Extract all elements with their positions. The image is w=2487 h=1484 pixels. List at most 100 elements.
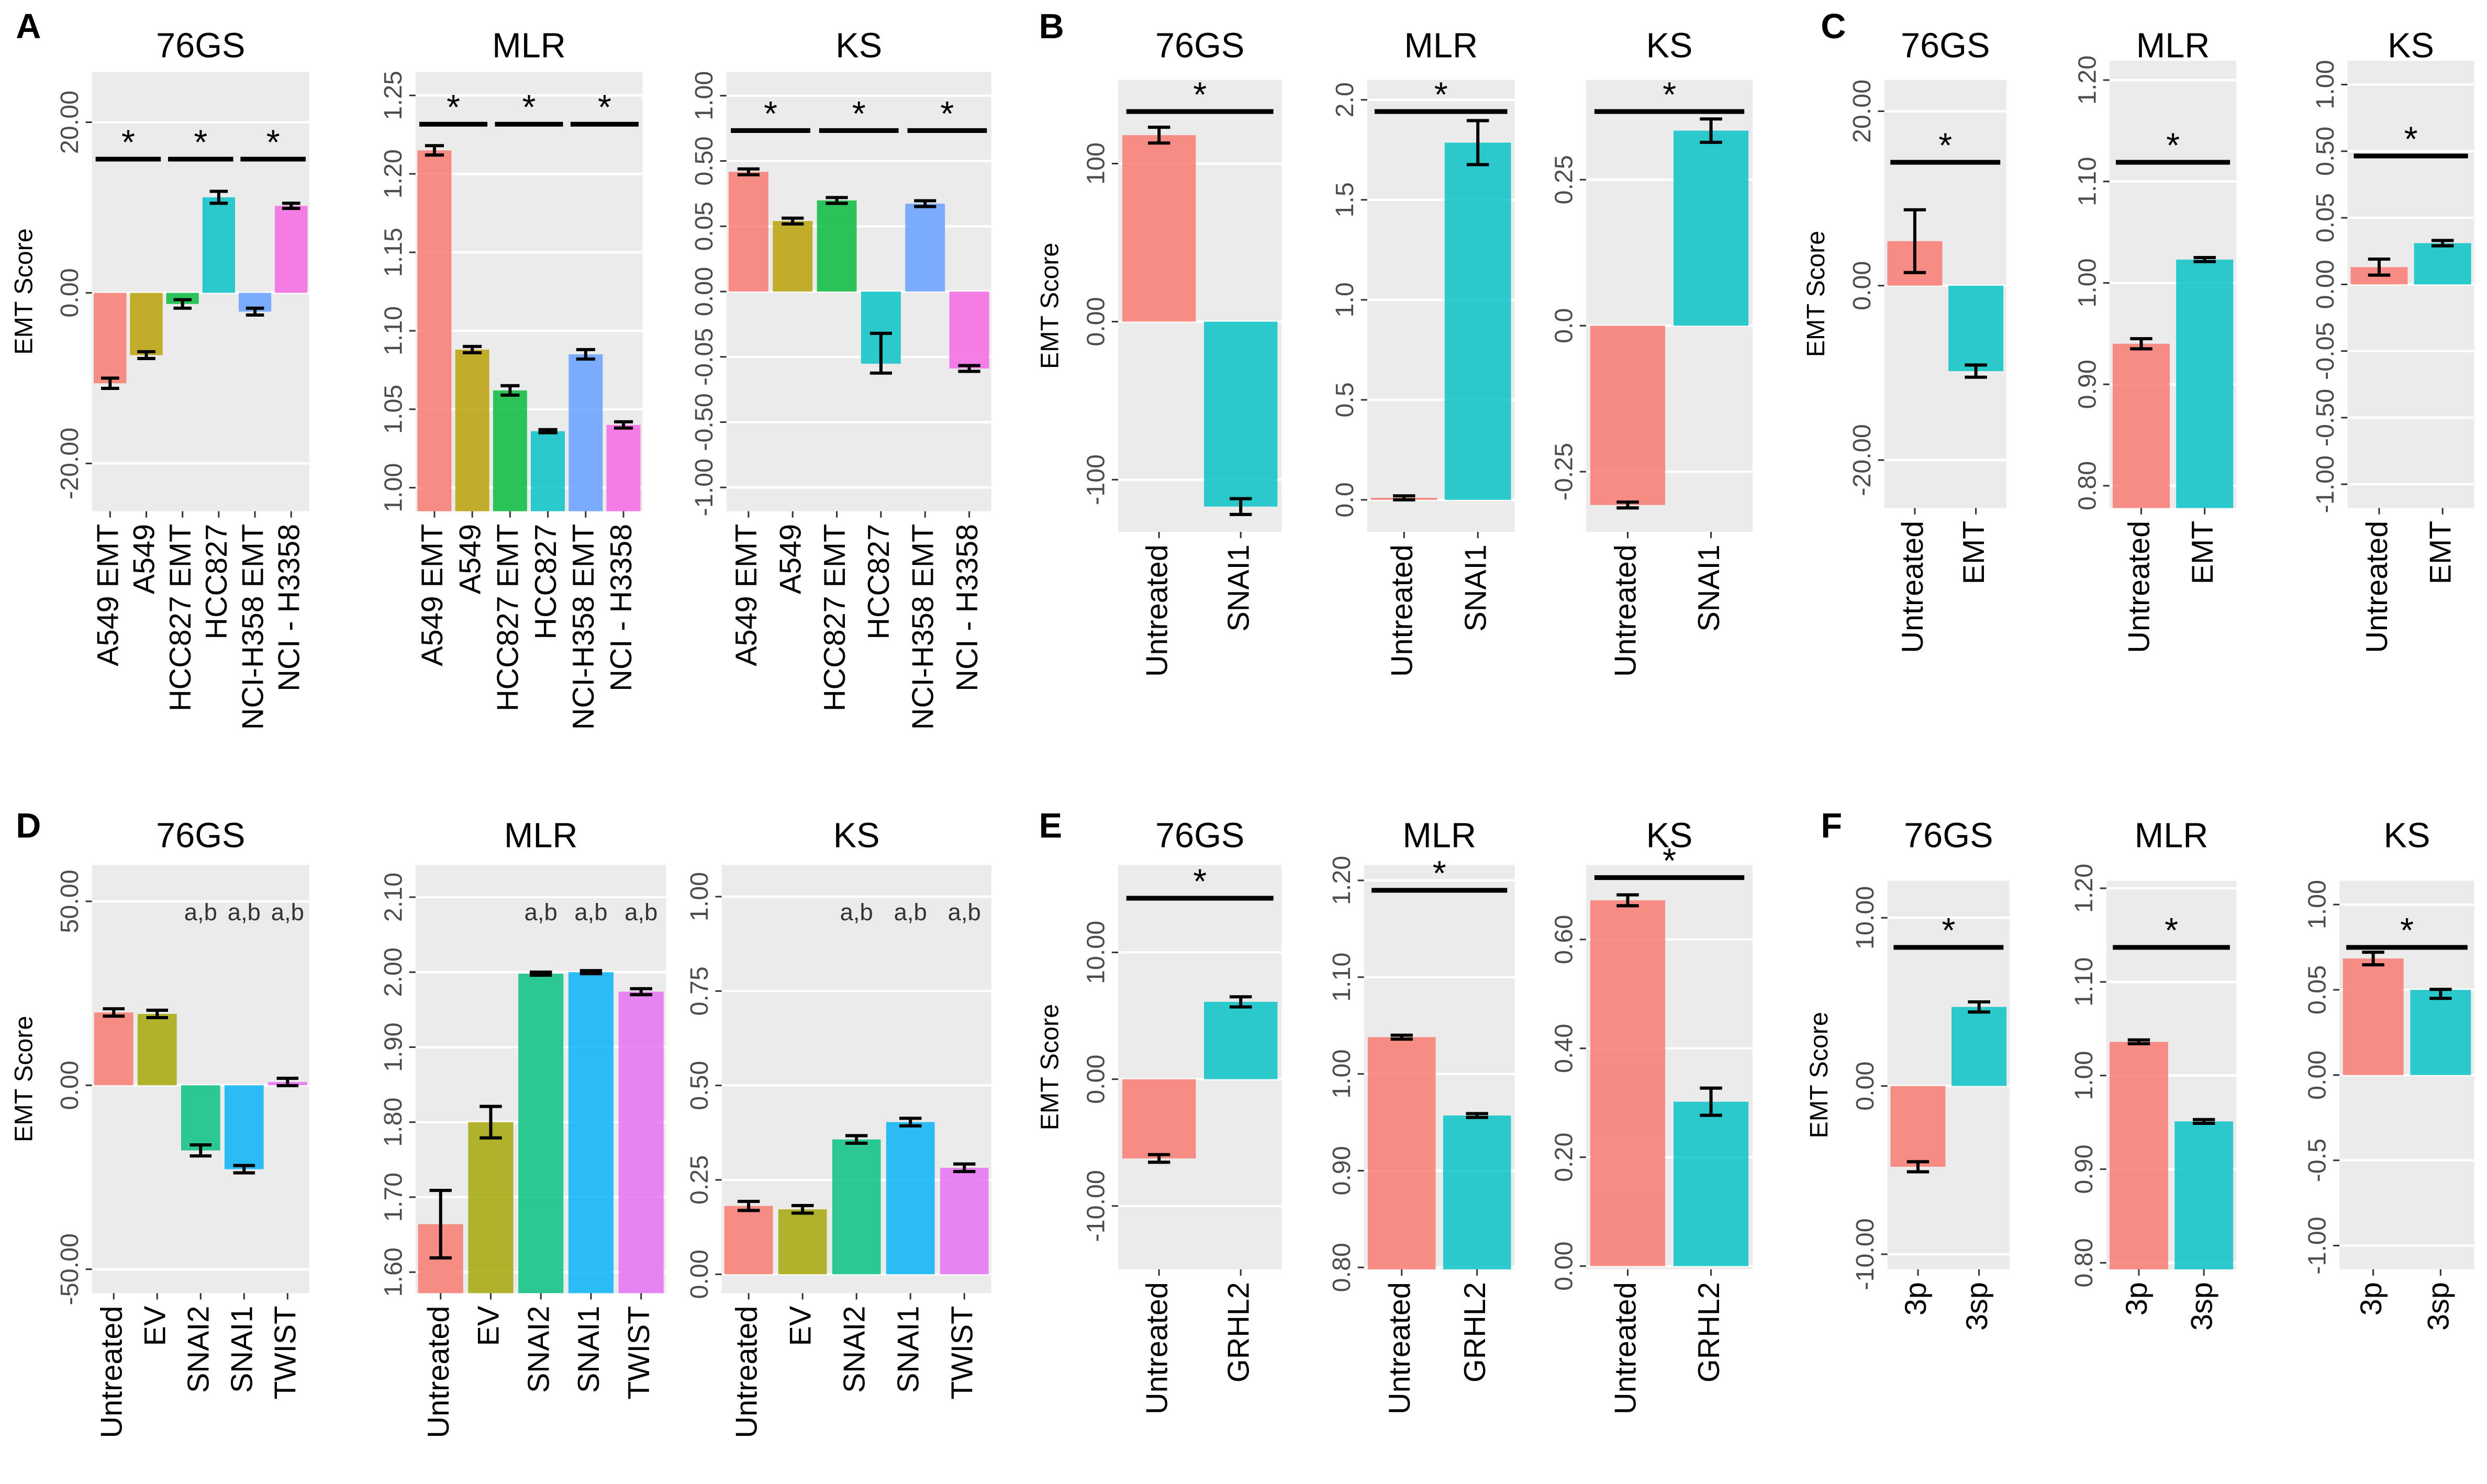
bar: [886, 1122, 935, 1275]
bar: [2174, 1121, 2234, 1269]
annotation: a,b: [184, 899, 217, 925]
x-tick-label: GRHL2: [1222, 1282, 1255, 1382]
bar: [817, 200, 857, 292]
bar: [568, 972, 614, 1293]
x-tick-label: Untreated: [95, 1306, 128, 1438]
y-tick-label: 1.25: [379, 71, 407, 120]
y-tick-label: 1.20: [1328, 856, 1356, 905]
y-tick-label: 0.80: [2070, 1238, 2098, 1287]
bar: [493, 390, 527, 511]
y-axis-label: EMT Score: [9, 228, 38, 355]
chart-title: 76GS: [1155, 26, 1244, 65]
y-tick-label: -0.05: [690, 328, 718, 385]
y-tick-label: 0.00: [1082, 297, 1110, 346]
x-tick-label: NCI-H358 EMT: [567, 524, 600, 730]
x-tick-label: Untreated: [1140, 1282, 1174, 1414]
bar: [130, 293, 163, 355]
chart-title: MLR: [2135, 816, 2209, 855]
significance-label: *: [764, 95, 777, 133]
chart-title: MLR: [1404, 26, 1478, 65]
bar: [1951, 1007, 2007, 1086]
bar: [202, 197, 236, 293]
chart-title: 76GS: [156, 816, 245, 855]
y-tick-label: 100: [1082, 142, 1110, 185]
y-tick-label: 0.60: [1549, 915, 1578, 964]
y-tick-label: 1.20: [379, 149, 407, 198]
y-tick-label: 1.00: [2303, 880, 2332, 929]
y-tick-label: 1.0: [1331, 282, 1359, 317]
bar: [2112, 343, 2170, 508]
y-tick-label: 0.40: [1549, 1024, 1578, 1073]
chart-title: MLR: [504, 816, 578, 855]
x-tick-label: TWIST: [622, 1306, 656, 1400]
y-tick-label: 2.10: [379, 873, 407, 922]
chart-title: 76GS: [1904, 816, 1993, 855]
x-tick-label: HCC827 EMT: [818, 524, 852, 711]
chart-title: KS: [2384, 816, 2430, 855]
significance-label: *: [2165, 911, 2178, 950]
x-tick-label: 3sp: [2422, 1282, 2456, 1331]
x-tick-label: EV: [472, 1306, 506, 1346]
significance-label: *: [522, 88, 536, 127]
y-tick-label: 1.00: [379, 463, 407, 512]
x-tick-label: GRHL2: [1692, 1282, 1726, 1382]
bar: [518, 974, 564, 1293]
bar: [275, 206, 308, 293]
bar: [1948, 285, 2004, 371]
significance-label: *: [940, 95, 954, 133]
x-tick-label: Untreated: [422, 1306, 455, 1438]
plot-background: [415, 72, 643, 511]
bar: [728, 172, 768, 292]
y-tick-label: 0.90: [1328, 1146, 1356, 1195]
y-tick-label: 1.20: [2070, 864, 2098, 913]
x-tick-label: TWIST: [945, 1306, 979, 1400]
chart-title: MLR: [2136, 26, 2210, 65]
chart-title: MLR: [1402, 816, 1476, 855]
x-tick-label: Untreated: [2123, 521, 2156, 653]
bar: [1590, 326, 1666, 505]
y-tick-label: 1.10: [379, 306, 407, 355]
x-tick-label: Untreated: [730, 1306, 763, 1438]
bar: [832, 1139, 881, 1275]
y-tick-label: 0.00: [55, 268, 84, 317]
bar: [224, 1085, 264, 1169]
y-tick-label: 0.50: [690, 136, 718, 185]
panel-letter: C: [1821, 7, 1846, 46]
x-tick-label: 3p: [2120, 1282, 2154, 1315]
x-tick-label: SNAI1: [891, 1306, 925, 1393]
y-tick-label: 0.25: [1549, 155, 1578, 204]
x-tick-label: 3sp: [2185, 1282, 2218, 1331]
x-tick-label: EMT: [2186, 521, 2220, 584]
y-tick-label: 0.90: [2070, 1144, 2098, 1193]
significance-label: *: [1663, 842, 1676, 880]
y-tick-label: -0.50: [690, 393, 718, 451]
y-tick-label: 1.60: [379, 1247, 407, 1297]
x-tick-label: A549 EMT: [730, 524, 763, 666]
x-tick-label: Untreated: [1609, 1282, 1643, 1414]
x-tick-label: SNAI1: [572, 1306, 606, 1393]
y-tick-label: 1.10: [2070, 957, 2098, 1007]
y-tick-label: 1.05: [379, 385, 407, 434]
chart-title: 76GS: [1155, 816, 1244, 855]
x-tick-label: Untreated: [1609, 544, 1643, 677]
bar: [137, 1013, 177, 1086]
y-tick-label: 0.00: [685, 1249, 713, 1299]
chart-title: KS: [833, 816, 880, 855]
x-tick-label: SNAI1: [1459, 544, 1492, 631]
bar: [455, 349, 489, 511]
annotation: a,b: [624, 899, 657, 925]
x-tick-label: Untreated: [2360, 521, 2394, 653]
y-tick-label: 0.00: [55, 1061, 84, 1110]
y-tick-label: -20.00: [55, 428, 84, 499]
bar: [1367, 1037, 1436, 1269]
x-tick-label: GRHL2: [1458, 1282, 1492, 1382]
chart-title: KS: [1646, 816, 1693, 855]
chart-title: KS: [1646, 26, 1693, 65]
significance-label: *: [121, 123, 135, 162]
annotation: a,b: [271, 899, 304, 925]
x-tick-label: Untreated: [1140, 544, 1174, 677]
x-tick-label: HCC827: [529, 524, 563, 640]
bar: [949, 291, 989, 369]
bar: [773, 221, 813, 292]
panel-letter: A: [16, 7, 41, 46]
